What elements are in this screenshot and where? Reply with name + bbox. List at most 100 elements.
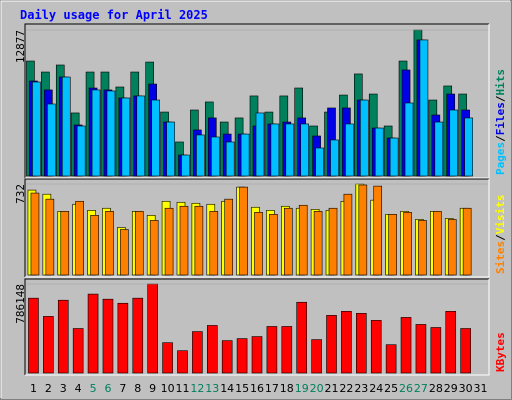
- bar: [192, 331, 203, 374]
- bar: [385, 344, 397, 374]
- bar: [341, 311, 352, 374]
- x-tick-label: 22: [339, 382, 353, 395]
- panel-bevel: [25, 24, 490, 179]
- x-tick-label: 24: [369, 382, 383, 395]
- bar: [345, 123, 354, 177]
- bar: [47, 103, 56, 177]
- bar: [373, 185, 383, 276]
- x-tick-label: 28: [429, 382, 443, 395]
- x-tick-label: 10: [161, 382, 175, 395]
- bar: [388, 214, 397, 276]
- bar: [462, 207, 472, 276]
- bar: [254, 212, 263, 276]
- bar: [60, 211, 70, 276]
- bar: [209, 211, 219, 276]
- x-tick-label: 16: [250, 382, 264, 395]
- x-tick-label: 1: [30, 382, 37, 395]
- x-tick-label: 5: [90, 382, 97, 395]
- panel-bevel: [24, 23, 489, 178]
- bar: [45, 198, 55, 276]
- bar: [434, 121, 444, 177]
- x-tick-label: 6: [104, 382, 111, 395]
- bar: [149, 220, 159, 276]
- bar: [72, 328, 84, 374]
- panel-bevel: [24, 278, 489, 375]
- bar: [343, 193, 353, 276]
- bar: [177, 350, 188, 374]
- bar: [418, 220, 427, 276]
- bar: [43, 316, 54, 374]
- bar: [224, 198, 233, 276]
- bar: [210, 136, 220, 177]
- bar: [240, 133, 250, 177]
- bar: [281, 326, 293, 374]
- legend-entry: Sites: [494, 241, 507, 274]
- bar: [296, 301, 308, 374]
- x-tick-label: 27: [414, 382, 428, 395]
- x-tick-label: 23: [354, 382, 368, 395]
- legend-separator: /: [494, 135, 507, 142]
- bar: [179, 205, 189, 276]
- legend-entry: KBytes: [494, 332, 507, 372]
- x-tick-label: 21: [325, 382, 339, 395]
- x-tick-label: 3: [60, 382, 67, 395]
- x-tick-label: 11: [175, 382, 189, 395]
- bar: [300, 123, 310, 177]
- bar: [102, 298, 114, 374]
- bar: [266, 326, 278, 374]
- bar: [87, 293, 99, 374]
- bar: [196, 134, 205, 177]
- bar: [464, 117, 473, 177]
- bar: [356, 313, 367, 374]
- x-tick-label: 31: [474, 382, 488, 395]
- bar: [28, 297, 39, 374]
- x-tick-label: 12: [190, 382, 204, 395]
- x-tick-label: 9: [149, 382, 156, 395]
- bar: [151, 99, 160, 177]
- bar: [61, 76, 71, 177]
- bar: [162, 342, 173, 374]
- bar: [326, 315, 337, 374]
- x-tick-label: 13: [205, 382, 219, 395]
- bar: [389, 137, 399, 177]
- bar: [403, 212, 412, 276]
- bar: [415, 324, 427, 374]
- bar: [91, 89, 101, 177]
- bar: [269, 214, 278, 276]
- x-tick-label: 25: [384, 382, 398, 395]
- bar: [239, 186, 248, 276]
- bar: [330, 139, 339, 177]
- bar: [313, 211, 323, 276]
- legend: Pages/Files/Hits: [494, 69, 507, 175]
- x-tick-label: 30: [459, 382, 473, 395]
- bar: [134, 211, 144, 276]
- legend-entry: Hits: [494, 69, 507, 96]
- legend-separator: /: [494, 95, 507, 102]
- legend-entry: Files: [494, 102, 507, 135]
- bar: [206, 325, 218, 374]
- bar: [404, 102, 414, 177]
- bar: [370, 320, 382, 374]
- y-tick-label: 732: [14, 184, 27, 204]
- bar: [30, 192, 40, 276]
- y-tick-label: 786148: [14, 284, 27, 324]
- bar: [447, 219, 457, 276]
- bar: [311, 339, 322, 374]
- bar: [251, 336, 263, 374]
- bar: [181, 154, 190, 177]
- bar: [121, 97, 131, 177]
- bar: [285, 123, 295, 177]
- bar: [449, 109, 459, 177]
- y-tick-label: 12877: [14, 30, 27, 63]
- bar: [298, 204, 308, 276]
- panel-bevel: [25, 179, 490, 278]
- bar: [166, 121, 175, 177]
- bar: [328, 207, 338, 276]
- bar: [90, 215, 99, 276]
- x-tick-label: 29: [444, 382, 458, 395]
- bar: [225, 141, 235, 177]
- legend-entry: Visits: [494, 195, 507, 235]
- legend: Sites/Visits: [494, 195, 507, 275]
